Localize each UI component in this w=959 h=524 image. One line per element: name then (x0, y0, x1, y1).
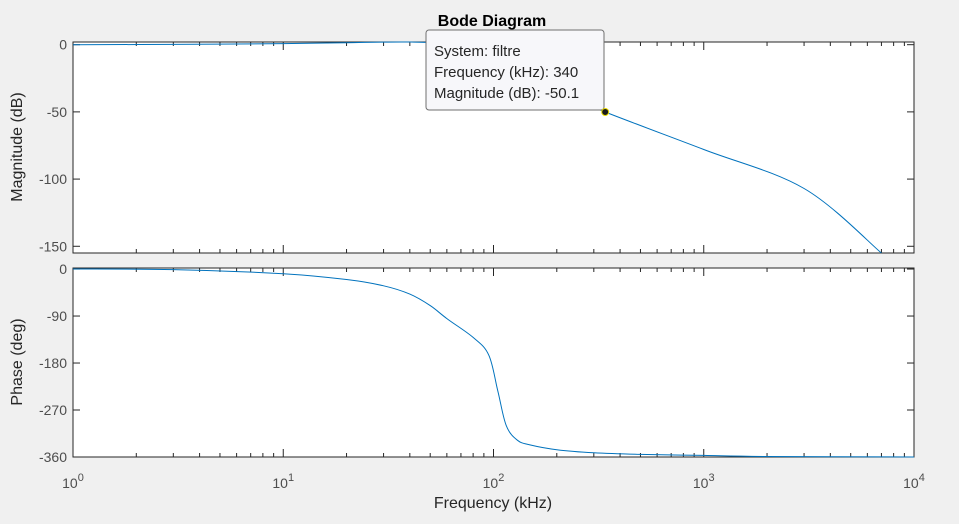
y-tick-label: -50 (47, 104, 67, 120)
x-tick-label: 100 (62, 472, 84, 491)
phase-series-line[interactable] (72, 268, 915, 458)
data-tip[interactable]: System: filtre Frequency (kHz): 340 Magn… (425, 29, 610, 116)
x-tick-label: 103 (693, 472, 715, 491)
y-tick-label: -100 (39, 171, 67, 187)
x-tick-label: 102 (483, 472, 505, 491)
data-tip-system: System: filtre (434, 43, 521, 60)
tick-labels: 0 -50 -100 -150 0 -90 -180 -270 -360 100 101 102 103… (39, 37, 925, 491)
y-tick-label: -180 (39, 355, 67, 371)
data-tip-frequency: Frequency (kHz): 340 (434, 64, 578, 81)
phase-y-axis-label: Phase (deg) (9, 318, 26, 405)
x-axis-label: Frequency (kHz) (434, 495, 552, 512)
y-tick-label: 0 (59, 37, 67, 53)
phase-axes[interactable] (72, 267, 915, 458)
magnitude-y-axis-label: Magnitude (dB) (9, 92, 26, 201)
data-tip-marker[interactable] (601, 108, 610, 116)
tick-marks (72, 42, 915, 458)
x-tick-label: 101 (272, 472, 294, 491)
data-tip-magnitude: Magnitude (dB): -50.1 (434, 85, 579, 102)
y-tick-label: -90 (47, 308, 67, 324)
chart-title: Bode Diagram (438, 13, 546, 30)
y-tick-label: -150 (39, 238, 67, 254)
data-tip-box (425, 29, 605, 111)
y-tick-label: -270 (39, 402, 67, 418)
x-tick-label: 104 (903, 472, 925, 491)
y-tick-label: 0 (59, 261, 67, 277)
y-tick-label: -360 (39, 449, 67, 465)
